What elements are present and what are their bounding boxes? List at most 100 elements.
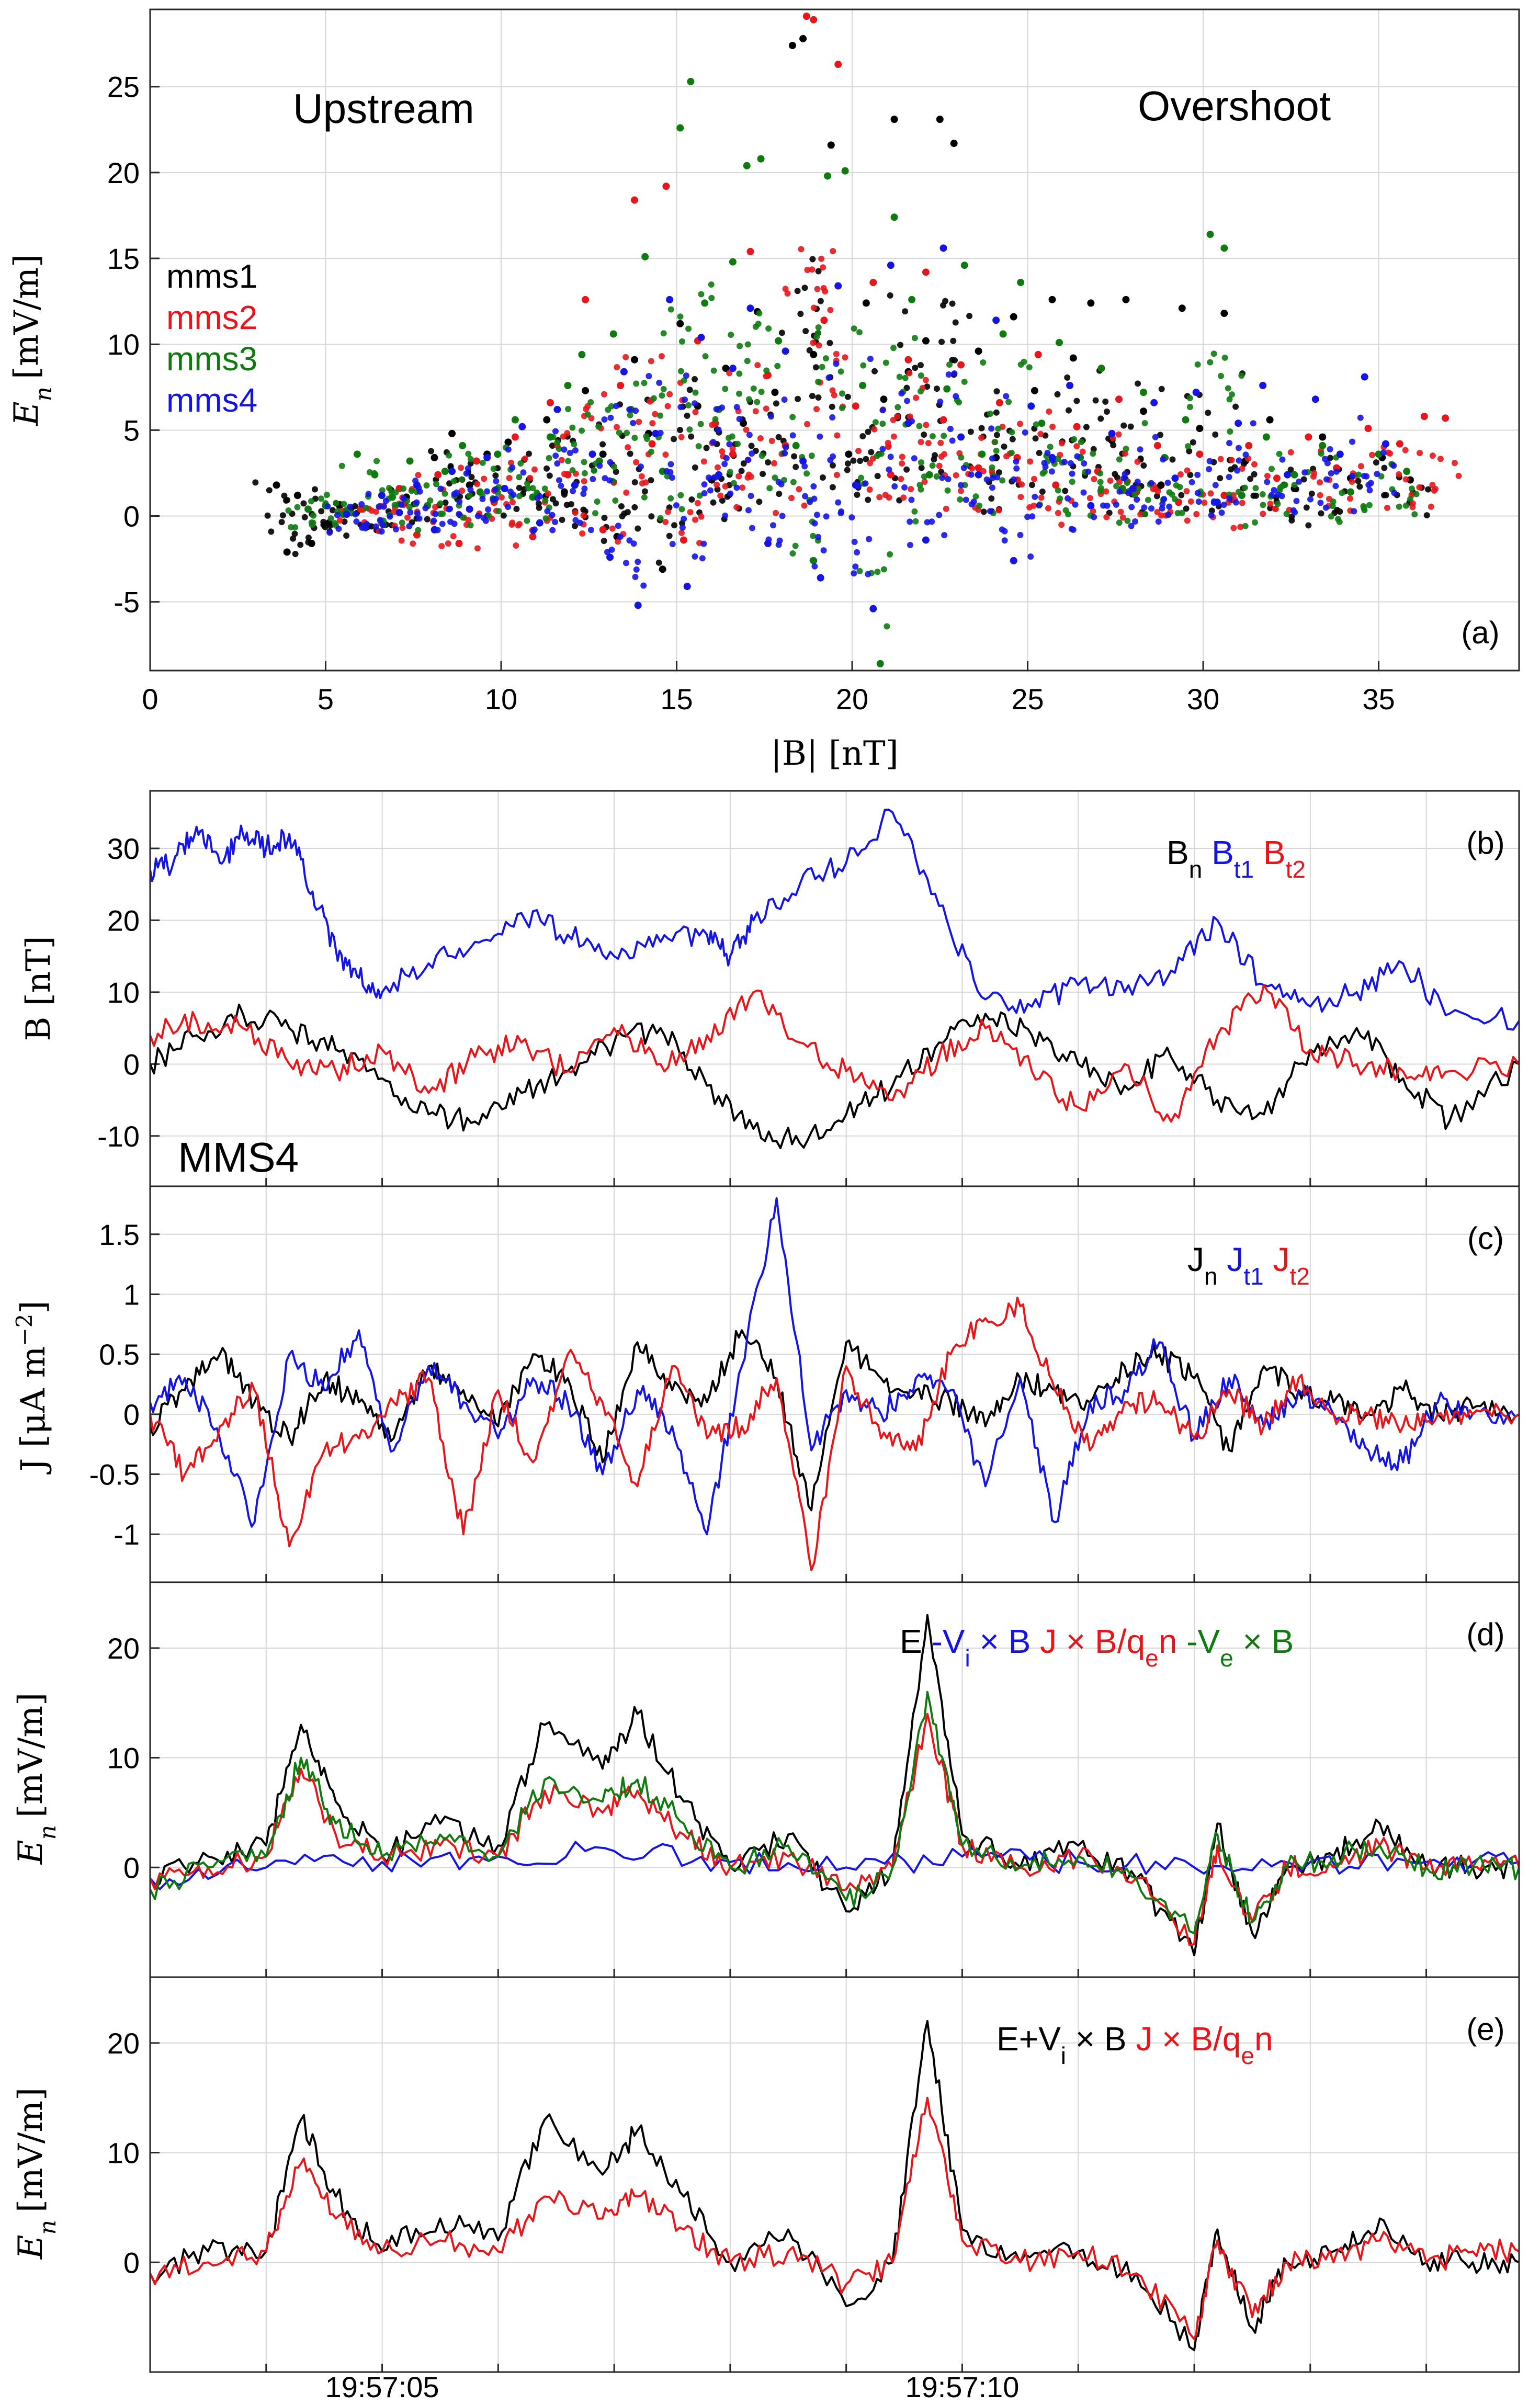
a-point-mms4-51: [1259, 382, 1267, 390]
a-point-mms3-29: [775, 337, 783, 345]
a-point-cloud-mms4-27-5: [807, 498, 813, 505]
a-point-cloud-mms3-57-0: [1339, 490, 1345, 496]
a-point-cloud-mms4-14-3: [596, 462, 603, 469]
a-point-cloud-mms3-25-3: [727, 469, 733, 475]
a-point-cloud-mms3-4-4: [363, 504, 369, 511]
a-point-cloud-mms4-28-0: [820, 547, 827, 554]
a-point-cloud-mms4-48-3: [1195, 498, 1202, 505]
a-point-cloud-mms1-13-4: [513, 506, 520, 513]
a-point-cloud-mms1-45-1: [1066, 407, 1072, 414]
a-point-cloud-mms3-16-4: [587, 399, 594, 405]
a-point-cloud-mms3-52-5: [1186, 395, 1193, 402]
a-point-mms4-24: [746, 304, 754, 312]
a-legend-mms1: mms1: [166, 257, 257, 295]
a-point-cloud-mms2-34-3: [943, 505, 949, 512]
a-point-mms4-54: [1336, 450, 1344, 458]
a-legend-mms4: mms4: [166, 381, 257, 419]
a-point-cloud-mms2-54-4: [1396, 471, 1402, 478]
a-point-cloud-mms2-33-0: [913, 394, 920, 401]
a-point-cloud-mms3-8-2: [433, 481, 440, 487]
a-point-cloud-mms1-21-5: [666, 532, 673, 539]
a-point-cloud-mms4-0-3: [335, 526, 342, 532]
a-point-cloud-mms4-43-2: [1072, 501, 1079, 508]
a-point-cloud-mms3-56-3: [1279, 483, 1286, 490]
a-point-cloud-mms3-48-3: [1116, 519, 1123, 526]
a-point-cloud-mms3-26-0: [744, 358, 751, 365]
a-point-cloud-mms4-31-2: [866, 536, 873, 542]
a-point-mms1-46: [1069, 354, 1077, 362]
b-legend-part-4: B: [1254, 834, 1285, 871]
c-ytick-label-5: 1.5: [99, 1218, 140, 1251]
a-point-cloud-mms3-9-2: [467, 456, 474, 462]
a-point-cloud-mms3-37-1: [918, 388, 924, 395]
a-point-mms4-53: [1311, 395, 1319, 403]
a-point-cloud-mms2-32-0: [899, 460, 905, 467]
a-point-cloud-mms3-47-4: [1090, 450, 1096, 457]
a-point-cloud-mms2-13-0: [609, 525, 616, 532]
a-point-cloud-mms2-52-0: [1317, 479, 1323, 486]
e-ylabel-main: E: [12, 2234, 50, 2260]
a-ytick-label-25: 25: [107, 71, 140, 104]
b-ytick-label-1: 0: [123, 1048, 140, 1081]
a-point-cloud-mms4-25-4: [749, 525, 755, 531]
d-frame: [149, 1581, 1520, 1978]
a-point-cloud-mms4-35-5: [947, 425, 954, 432]
a-point-cloud-mms2-25-5: [784, 290, 791, 297]
a-point-cloud-mms1-18-4: [635, 525, 641, 532]
a-point-mms4-35: [939, 244, 947, 252]
a-point-cloud-mms2-27-0: [813, 406, 820, 413]
a-point-cloud-mms1-33-0: [844, 467, 851, 473]
a-point-cloud-mms3-19-5: [643, 436, 650, 443]
a-point-cloud-mms4-37-3: [968, 501, 975, 508]
a-point-cloud-mms2-56-3: [1437, 456, 1444, 462]
a-point-cloud-mms2-27-2: [831, 392, 837, 399]
a-point-mms2-54: [1396, 440, 1403, 448]
a-point-cloud-mms3-22-1: [692, 389, 699, 396]
a-point-cloud-mms4-48-1: [1206, 458, 1213, 464]
a-point-cloud-mms1-35-3: [859, 433, 866, 440]
a-point-cloud-mms4-49-5: [1218, 509, 1225, 516]
a-point-cloud-mms1-58-5: [1300, 476, 1307, 483]
a-point-cloud-mms3-59-5: [1396, 503, 1402, 510]
a-point-cloud-mms3-39-5: [944, 487, 951, 494]
a-point-cloud-mms4-2-3: [358, 501, 365, 508]
a-point-cloud-mms4-30-4: [855, 483, 862, 490]
a-point-cloud-mms3-54-2: [1235, 489, 1242, 495]
a-point-cloud-mms1-30-1: [817, 298, 824, 304]
a-point-cloud-mms4-55-2: [1349, 473, 1356, 480]
a-point-cloud-mms1-48-5: [1112, 471, 1118, 478]
a-point-cloud-mms2-56-5: [1432, 485, 1439, 492]
a-point-cloud-mms4-10-2: [520, 469, 527, 476]
a-point-mms1-2: [293, 492, 301, 500]
a-point-cloud-mms4-23-0: [748, 493, 754, 500]
a-point-cloud-mms3-53-3: [1225, 385, 1231, 392]
a-point-cloud-mms4-44-3: [1125, 490, 1131, 496]
a-point-cloud-mms4-24-1: [726, 441, 733, 448]
a-point-mms2-40: [1052, 481, 1060, 489]
a-point-cloud-mms4-33-1: [901, 484, 908, 491]
a-point-cloud-mms2-31-4: [908, 486, 914, 493]
a-point-mms4-39: [1010, 557, 1017, 564]
a-point-cloud-mms1-37-2: [903, 466, 910, 473]
a-point-mms4-14: [588, 450, 596, 458]
a-point-cloud-mms4-10-1: [509, 464, 516, 471]
a-point-cloud-mms2-14-0: [625, 444, 631, 451]
a-point-cloud-mms2-14-3: [633, 459, 640, 466]
a-point-cloud-mms3-12-1: [517, 460, 524, 467]
a-point-cloud-mms1-27-1: [740, 460, 747, 467]
a-point-cloud-mms4-36-0: [962, 496, 969, 503]
a-point-mms3-53: [1220, 244, 1228, 252]
b-frame: [149, 790, 1520, 1187]
a-point-cloud-mms2-16-4: [664, 508, 671, 515]
a-point-cloud-mms2-4-5: [415, 472, 422, 479]
a-point-cloud-mms4-1-2: [372, 523, 379, 530]
a-point-cloud-mms3-33-5: [860, 362, 867, 369]
a-point-cloud-mms4-22-1: [722, 512, 729, 519]
a-point-cloud-mms4-14-4: [607, 459, 614, 466]
a-point-cloud-mms1-25-0: [738, 468, 745, 474]
a-point-cloud-mms2-39-2: [1049, 423, 1056, 430]
a-point-cloud-mms2-5-5: [450, 533, 457, 540]
e-ytick-label-0: 0: [123, 2246, 140, 2279]
a-point-cloud-mms3-56-5: [1291, 482, 1298, 489]
a-point-cloud-mms1-49-3: [1135, 380, 1141, 387]
